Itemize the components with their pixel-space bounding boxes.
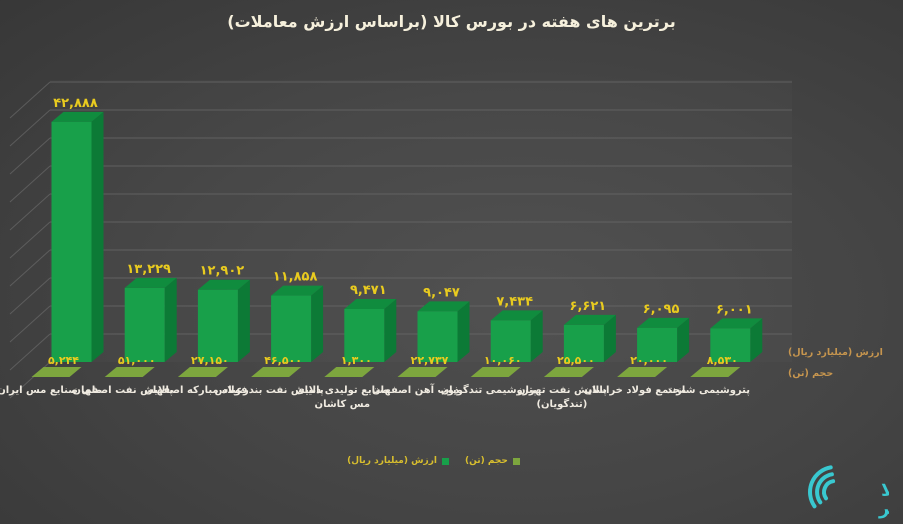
- volume-tile: [177, 367, 228, 377]
- wall-gridline: [9, 305, 51, 343]
- volume-tile: [251, 367, 302, 377]
- value-label: ۶,۰۹۵: [643, 302, 680, 317]
- legend-item-volume: حجم (تن): [465, 456, 520, 466]
- volume-tile: [104, 367, 155, 377]
- volume-label: ۵,۲۴۴: [48, 354, 79, 367]
- bar-top-face: [490, 310, 543, 321]
- category-label: ذوب آهن اصفهان: [372, 383, 459, 396]
- bar-top-face: [563, 314, 616, 325]
- bar-front-face: [271, 295, 312, 362]
- bar-front-face: [344, 308, 385, 362]
- value-label: ۹,۴۷۱: [350, 283, 387, 298]
- wall-gridline: [9, 165, 51, 203]
- bar-side-face: [603, 314, 616, 362]
- bar-side-face: [384, 298, 397, 362]
- volume-tile: [617, 367, 668, 377]
- wall-gridline: [9, 81, 51, 119]
- volume-label: ۲۰,۰۰۰: [630, 354, 668, 367]
- bar-side-face: [677, 317, 690, 362]
- bar-top-face: [344, 298, 397, 309]
- bar-front-face: [490, 320, 531, 362]
- legend-label-value: ارزش (میلیارد ریال): [347, 456, 437, 466]
- bar-front-face: [124, 287, 165, 362]
- bar-top-face: [710, 318, 763, 329]
- bar-side-face: [164, 277, 177, 362]
- volume-tile: [31, 367, 82, 377]
- volume-label: ۲۵,۵۰۰: [557, 354, 595, 367]
- category-label: مس کاشان: [315, 399, 371, 410]
- category-label: مجتمع فولاد خراسان: [584, 385, 686, 396]
- value-label: ۱۲,۹۰۲: [200, 264, 245, 279]
- value-label: ۹,۰۴۷: [423, 285, 460, 300]
- category-label: فولاد مبارکه اصفهان: [144, 385, 247, 396]
- bar-top-face: [197, 279, 250, 290]
- wall-gridline: [9, 193, 51, 231]
- value-label: ۱۳,۲۲۹: [126, 262, 171, 277]
- signal-arcs-icon: [808, 465, 836, 509]
- wall-gridline: [9, 109, 51, 147]
- bar-side-face: [311, 285, 324, 362]
- value-label: ۷,۴۳۴: [496, 294, 533, 309]
- bar-side-face: [91, 111, 104, 362]
- bar-top-face: [124, 277, 177, 288]
- volume-tile: [690, 367, 741, 377]
- category-label: پالایش نفت اصفهان: [72, 385, 173, 396]
- wall-gridline: [9, 221, 51, 259]
- volume-label: ۸,۵۳۰: [707, 354, 738, 367]
- bar-top-face: [417, 301, 470, 312]
- kalakhabar-logo: کالا خبر: [808, 465, 889, 519]
- logo-text-line1: کالا: [881, 480, 889, 501]
- bar-front-face: [417, 311, 458, 362]
- bar-front-face: [710, 328, 751, 362]
- value-label: ۶,۰۰۱: [716, 302, 753, 317]
- volume-tile: [397, 367, 448, 377]
- volume-label: ۲۷,۱۵۰: [191, 354, 229, 367]
- volume-label: ۵۱,۰۰۰: [118, 354, 156, 367]
- wall-gridline: [9, 277, 51, 315]
- volume-label: ۱,۳۰۰: [341, 354, 372, 367]
- wall-gridline: [9, 249, 51, 287]
- bar-front-face: [51, 121, 92, 362]
- legend-swatch-value-icon: [442, 457, 449, 465]
- category-label: ملی صنایع مس ایران: [0, 385, 102, 396]
- value-label: ۱۱,۸۵۸: [273, 270, 318, 285]
- legend-item-value: ارزش (میلیارد ریال): [347, 456, 449, 466]
- volume-tile: [543, 367, 594, 377]
- bar-side-face: [530, 310, 543, 362]
- legend-label-volume: حجم (تن): [465, 456, 508, 466]
- category-label: پالایش نفت تهران: [517, 385, 607, 396]
- legend-swatch-volume-icon: [512, 457, 520, 465]
- category-label: (تندگویان): [536, 397, 587, 410]
- bar-side-face: [750, 318, 763, 362]
- chart-title: برترین های هفته در بورس کالا (براساس ارز…: [227, 12, 676, 31]
- value-label: ۶,۶۲۱: [570, 299, 607, 314]
- bar-front-face: [563, 324, 604, 362]
- category-label: پتروشیمی تندگویان: [441, 383, 537, 396]
- series-axis-label-volume: حجم (تن): [788, 368, 834, 379]
- bar-top-face: [51, 111, 104, 122]
- bar-top-face: [271, 285, 324, 296]
- bar-front-face: [197, 289, 238, 362]
- category-label: پتروشیمی شازند: [667, 385, 751, 396]
- category-label: صنایع تولیدی دنیای: [295, 385, 389, 396]
- volume-label: ۴۶,۵۰۰: [264, 354, 302, 367]
- volume-label: ۲۲,۷۳۷: [411, 354, 449, 367]
- bar-front-face: [637, 327, 678, 362]
- volume-tile: [324, 367, 375, 377]
- volume-tile: [470, 367, 521, 377]
- bar-side-face: [457, 301, 470, 362]
- value-label: ۴۲,۸۸۸: [53, 96, 98, 111]
- category-label: پالایش نفت بندرعباس: [215, 385, 324, 396]
- logo-text-line2: خبر: [878, 498, 889, 519]
- bar-side-face: [237, 279, 250, 362]
- legend: ارزش (میلیارد ریال) حجم (تن): [0, 456, 903, 466]
- volume-label: ۱۰,۰۶۰: [484, 354, 522, 367]
- bar-top-face: [637, 317, 690, 328]
- wall-gridline: [9, 333, 51, 371]
- wall-gridline: [9, 137, 51, 175]
- series-axis-label-value: ارزش (میلیارد ریال): [788, 347, 883, 358]
